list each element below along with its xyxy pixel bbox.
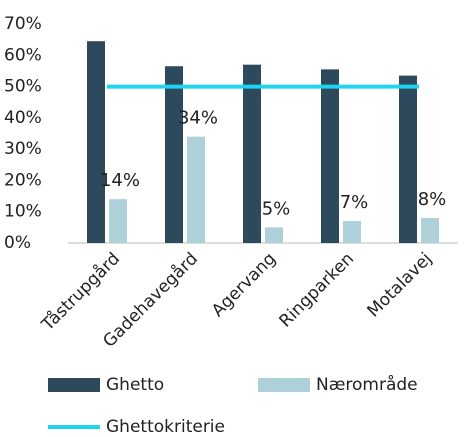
bar: [399, 75, 417, 243]
x-tick-label: Agervang: [208, 249, 280, 321]
value-label: 7%: [340, 192, 369, 213]
y-tick-label: 60%: [4, 45, 42, 65]
x-tick-label: Tåstrupgård: [37, 248, 124, 335]
legend-label: Ghettokriterie: [106, 417, 225, 437]
x-tick-label: Ringparken: [275, 249, 358, 332]
bar: [321, 69, 339, 243]
value-label: 14%: [100, 170, 140, 191]
bar: [87, 41, 105, 244]
bar: [187, 136, 205, 243]
y-tick-label: 40%: [4, 108, 42, 128]
bar: [109, 199, 127, 243]
x-tick-label: Motalavej: [364, 249, 437, 322]
value-label: 8%: [418, 189, 447, 210]
value-label: 5%: [262, 198, 291, 219]
bar: [343, 221, 361, 243]
y-tick-label: 0%: [4, 233, 31, 253]
bar: [243, 64, 261, 244]
bar: [165, 66, 183, 243]
legend-label: Ghetto: [106, 375, 164, 395]
bar: [421, 217, 439, 243]
y-tick-label: 30%: [4, 139, 42, 159]
legend-swatch: [258, 378, 310, 392]
y-tick-label: 70%: [4, 14, 42, 34]
legend-swatch: [48, 378, 100, 392]
legend-label: Nærområde: [316, 374, 418, 395]
y-tick-label: 20%: [4, 170, 42, 190]
y-tick-label: 50%: [4, 77, 42, 97]
y-tick-label: 10%: [4, 202, 42, 222]
value-label: 34%: [178, 108, 218, 129]
bar: [265, 227, 283, 243]
